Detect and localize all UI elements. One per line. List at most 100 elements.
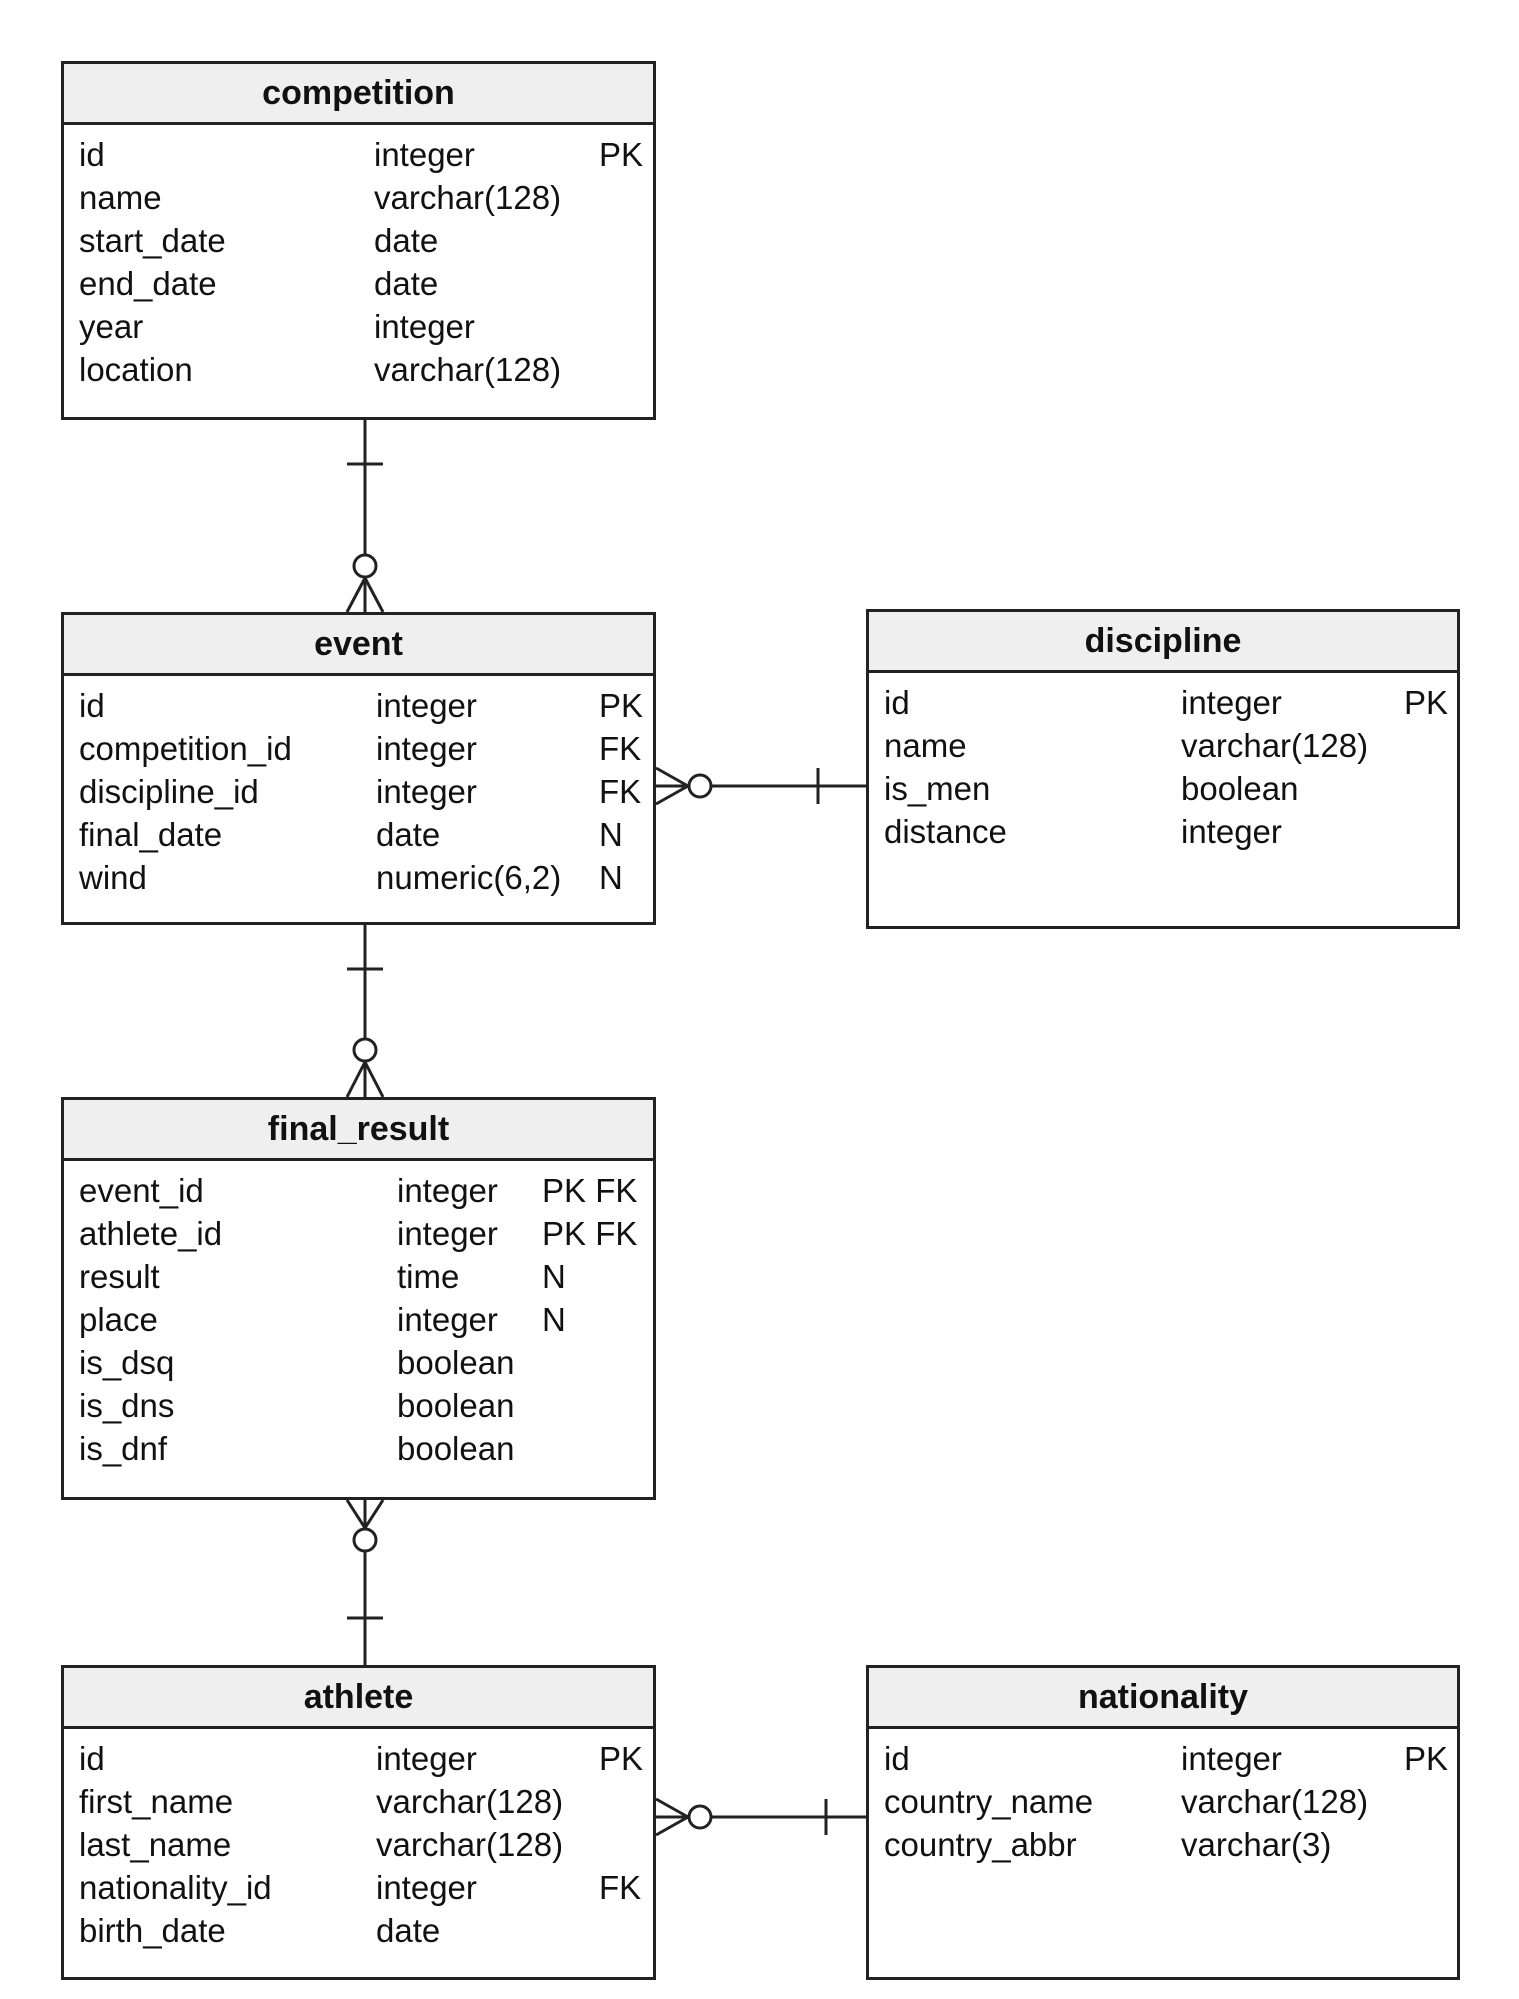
attribute-key: PK bbox=[599, 687, 644, 724]
attribute-type: boolean bbox=[1181, 770, 1299, 807]
attribute-type: integer bbox=[374, 136, 475, 173]
attribute-row: distance integer bbox=[869, 810, 1457, 853]
attribute-name: distance bbox=[884, 813, 1007, 850]
attribute-name: nationality_id bbox=[79, 1869, 272, 1906]
attribute-name: is_men bbox=[884, 770, 991, 807]
attribute-type: boolean bbox=[397, 1430, 515, 1467]
attribute-name: id bbox=[79, 136, 105, 173]
attribute-type: varchar(128) bbox=[1181, 727, 1369, 764]
attribute-type: varchar(3) bbox=[1181, 1826, 1332, 1863]
attribute-key: N bbox=[542, 1258, 566, 1295]
attribute-row: year integer bbox=[64, 305, 653, 348]
attribute-type: integer bbox=[397, 1301, 498, 1338]
attribute-row: is_dnf boolean bbox=[64, 1427, 653, 1470]
attribute-row: id integer PK bbox=[64, 684, 653, 727]
attribute-type: date bbox=[374, 265, 439, 302]
attribute-key: FK bbox=[599, 773, 642, 810]
entity-title: event bbox=[64, 615, 653, 676]
attribute-name: last_name bbox=[79, 1826, 232, 1863]
attribute-name: name bbox=[884, 727, 967, 764]
attribute-type: integer bbox=[397, 1172, 498, 1209]
attribute-name: is_dns bbox=[79, 1387, 175, 1424]
attribute-type: integer bbox=[376, 1740, 477, 1777]
entity-nationality: nationality id integer PK country_name varcha… bbox=[866, 1665, 1460, 1980]
attribute-name: name bbox=[79, 179, 162, 216]
attribute-row: discipline_id integer FK bbox=[64, 770, 653, 813]
attribute-row: athlete_id integer PK FK bbox=[64, 1212, 653, 1255]
zero-circle-mark bbox=[352, 1527, 378, 1553]
crow-foot-mark bbox=[345, 1061, 367, 1098]
attribute-name: discipline_id bbox=[79, 773, 259, 810]
attribute-row: country_abbr varchar(3) bbox=[869, 1823, 1457, 1866]
entity-title: athlete bbox=[64, 1668, 653, 1729]
attribute-name: location bbox=[79, 351, 193, 388]
attribute-type: varchar(128) bbox=[374, 351, 562, 388]
entity-title: final_result bbox=[64, 1100, 653, 1161]
attribute-type: date bbox=[374, 222, 439, 259]
attribute-key: FK bbox=[599, 730, 642, 767]
attribute-key: PK bbox=[599, 136, 644, 173]
attribute-row: is_dns boolean bbox=[64, 1384, 653, 1427]
attribute-row: name varchar(128) bbox=[869, 724, 1457, 767]
attribute-type: varchar(128) bbox=[1181, 1783, 1369, 1820]
entity-event: event id integer PK competition_id integer FK d… bbox=[61, 612, 656, 925]
attribute-key: PK bbox=[1404, 684, 1449, 721]
attribute-row: wind numeric(6,2) N bbox=[64, 856, 653, 899]
attribute-row: birth_date date bbox=[64, 1909, 653, 1952]
attribute-row: result time N bbox=[64, 1255, 653, 1298]
attribute-name: event_id bbox=[79, 1172, 204, 1209]
attribute-type: integer bbox=[1181, 813, 1282, 850]
attribute-name: birth_date bbox=[79, 1912, 226, 1949]
attribute-row: competition_id integer FK bbox=[64, 727, 653, 770]
attribute-type: time bbox=[397, 1258, 460, 1295]
attribute-name: id bbox=[79, 687, 105, 724]
attribute-name: id bbox=[884, 1740, 910, 1777]
zero-circle-mark bbox=[352, 1037, 378, 1063]
crow-foot-mark bbox=[363, 1061, 385, 1098]
attribute-name: end_date bbox=[79, 265, 217, 302]
attribute-name: start_date bbox=[79, 222, 226, 259]
attribute-name: country_abbr bbox=[884, 1826, 1077, 1863]
attribute-name: athlete_id bbox=[79, 1215, 223, 1252]
entity-title: discipline bbox=[869, 612, 1457, 673]
zero-circle-mark bbox=[687, 773, 713, 799]
attribute-name: country_name bbox=[884, 1783, 1094, 1820]
attribute-type: boolean bbox=[397, 1387, 515, 1424]
attribute-name: is_dnf bbox=[79, 1430, 168, 1467]
attribute-row: start_date date bbox=[64, 219, 653, 262]
attribute-row: final_date date N bbox=[64, 813, 653, 856]
entity-title: nationality bbox=[869, 1668, 1457, 1729]
attribute-type: integer bbox=[376, 687, 477, 724]
crow-foot-mark bbox=[655, 766, 689, 788]
attribute-type: varchar(128) bbox=[376, 1826, 564, 1863]
crow-foot-mark bbox=[363, 577, 385, 613]
attribute-key: PK bbox=[599, 1740, 644, 1777]
attribute-row: country_name varchar(128) bbox=[869, 1780, 1457, 1823]
attribute-name: id bbox=[79, 1740, 105, 1777]
crow-foot-mark bbox=[655, 1797, 689, 1819]
attribute-key: N bbox=[599, 816, 623, 853]
attribute-row: first_name varchar(128) bbox=[64, 1780, 653, 1823]
attribute-type: varchar(128) bbox=[374, 179, 562, 216]
attribute-type: integer bbox=[376, 773, 477, 810]
attribute-name: wind bbox=[79, 859, 147, 896]
attribute-type: integer bbox=[374, 308, 475, 345]
attribute-type: integer bbox=[1181, 1740, 1282, 1777]
attribute-type: date bbox=[376, 1912, 441, 1949]
attribute-type: integer bbox=[397, 1215, 498, 1252]
attribute-row: event_id integer PK FK bbox=[64, 1169, 653, 1212]
crow-foot-mark bbox=[345, 1499, 367, 1529]
attribute-key: PK bbox=[1404, 1740, 1449, 1777]
attribute-type: integer bbox=[376, 1869, 477, 1906]
attribute-key: PK FK bbox=[542, 1172, 638, 1209]
attribute-name: competition_id bbox=[79, 730, 292, 767]
attribute-row: name varchar(128) bbox=[64, 176, 653, 219]
attribute-row: id integer PK bbox=[64, 1737, 653, 1780]
attribute-type: numeric(6,2) bbox=[376, 859, 562, 896]
crow-foot-mark bbox=[345, 577, 367, 613]
attribute-row: last_name varchar(128) bbox=[64, 1823, 653, 1866]
zero-circle-mark bbox=[687, 1804, 713, 1830]
attribute-type: integer bbox=[1181, 684, 1282, 721]
crow-foot-mark bbox=[363, 1499, 385, 1529]
